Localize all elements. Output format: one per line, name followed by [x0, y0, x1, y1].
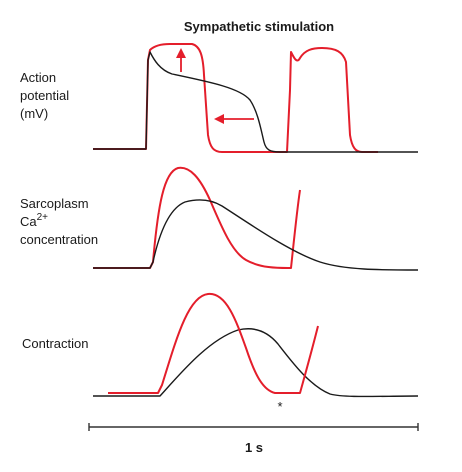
contraction-control-trace [93, 328, 419, 398]
contraction-label: Contraction [22, 336, 88, 351]
action-potential-panel: Action potential (mV) [20, 43, 418, 153]
calcium-label-ca: Ca [20, 214, 37, 229]
time-scale-bar: 1 s [88, 423, 419, 455]
action-potential-sympathetic-trace [93, 43, 378, 153]
action-potential-label-line-1: Action [20, 70, 56, 85]
calcium-label-superscript: 2+ [37, 212, 49, 223]
action-potential-label-line-3: (mV) [20, 106, 48, 121]
action-potential-label-line-2: potential [20, 88, 69, 103]
calcium-sympathetic-trace [93, 166, 301, 269]
contraction-asterisk: * [277, 399, 282, 414]
contraction-panel: Contraction * [22, 292, 419, 414]
calcium-control-trace [93, 199, 419, 271]
scale-bar-label: 1 s [245, 440, 263, 455]
arrow-up-icon [176, 48, 186, 58]
calcium-panel: Sarcoplasm Ca2+ concentration [20, 166, 419, 271]
calcium-label-line-1: Sarcoplasm [20, 196, 89, 211]
calcium-label-line-2: Ca2+ [20, 212, 48, 229]
calcium-label-line-3: concentration [20, 232, 98, 247]
action-potential-control-trace [93, 51, 418, 153]
diagram-title: Sympathetic stimulation [184, 19, 334, 34]
contraction-sympathetic-trace [108, 292, 319, 394]
arrow-left-icon [214, 114, 224, 124]
